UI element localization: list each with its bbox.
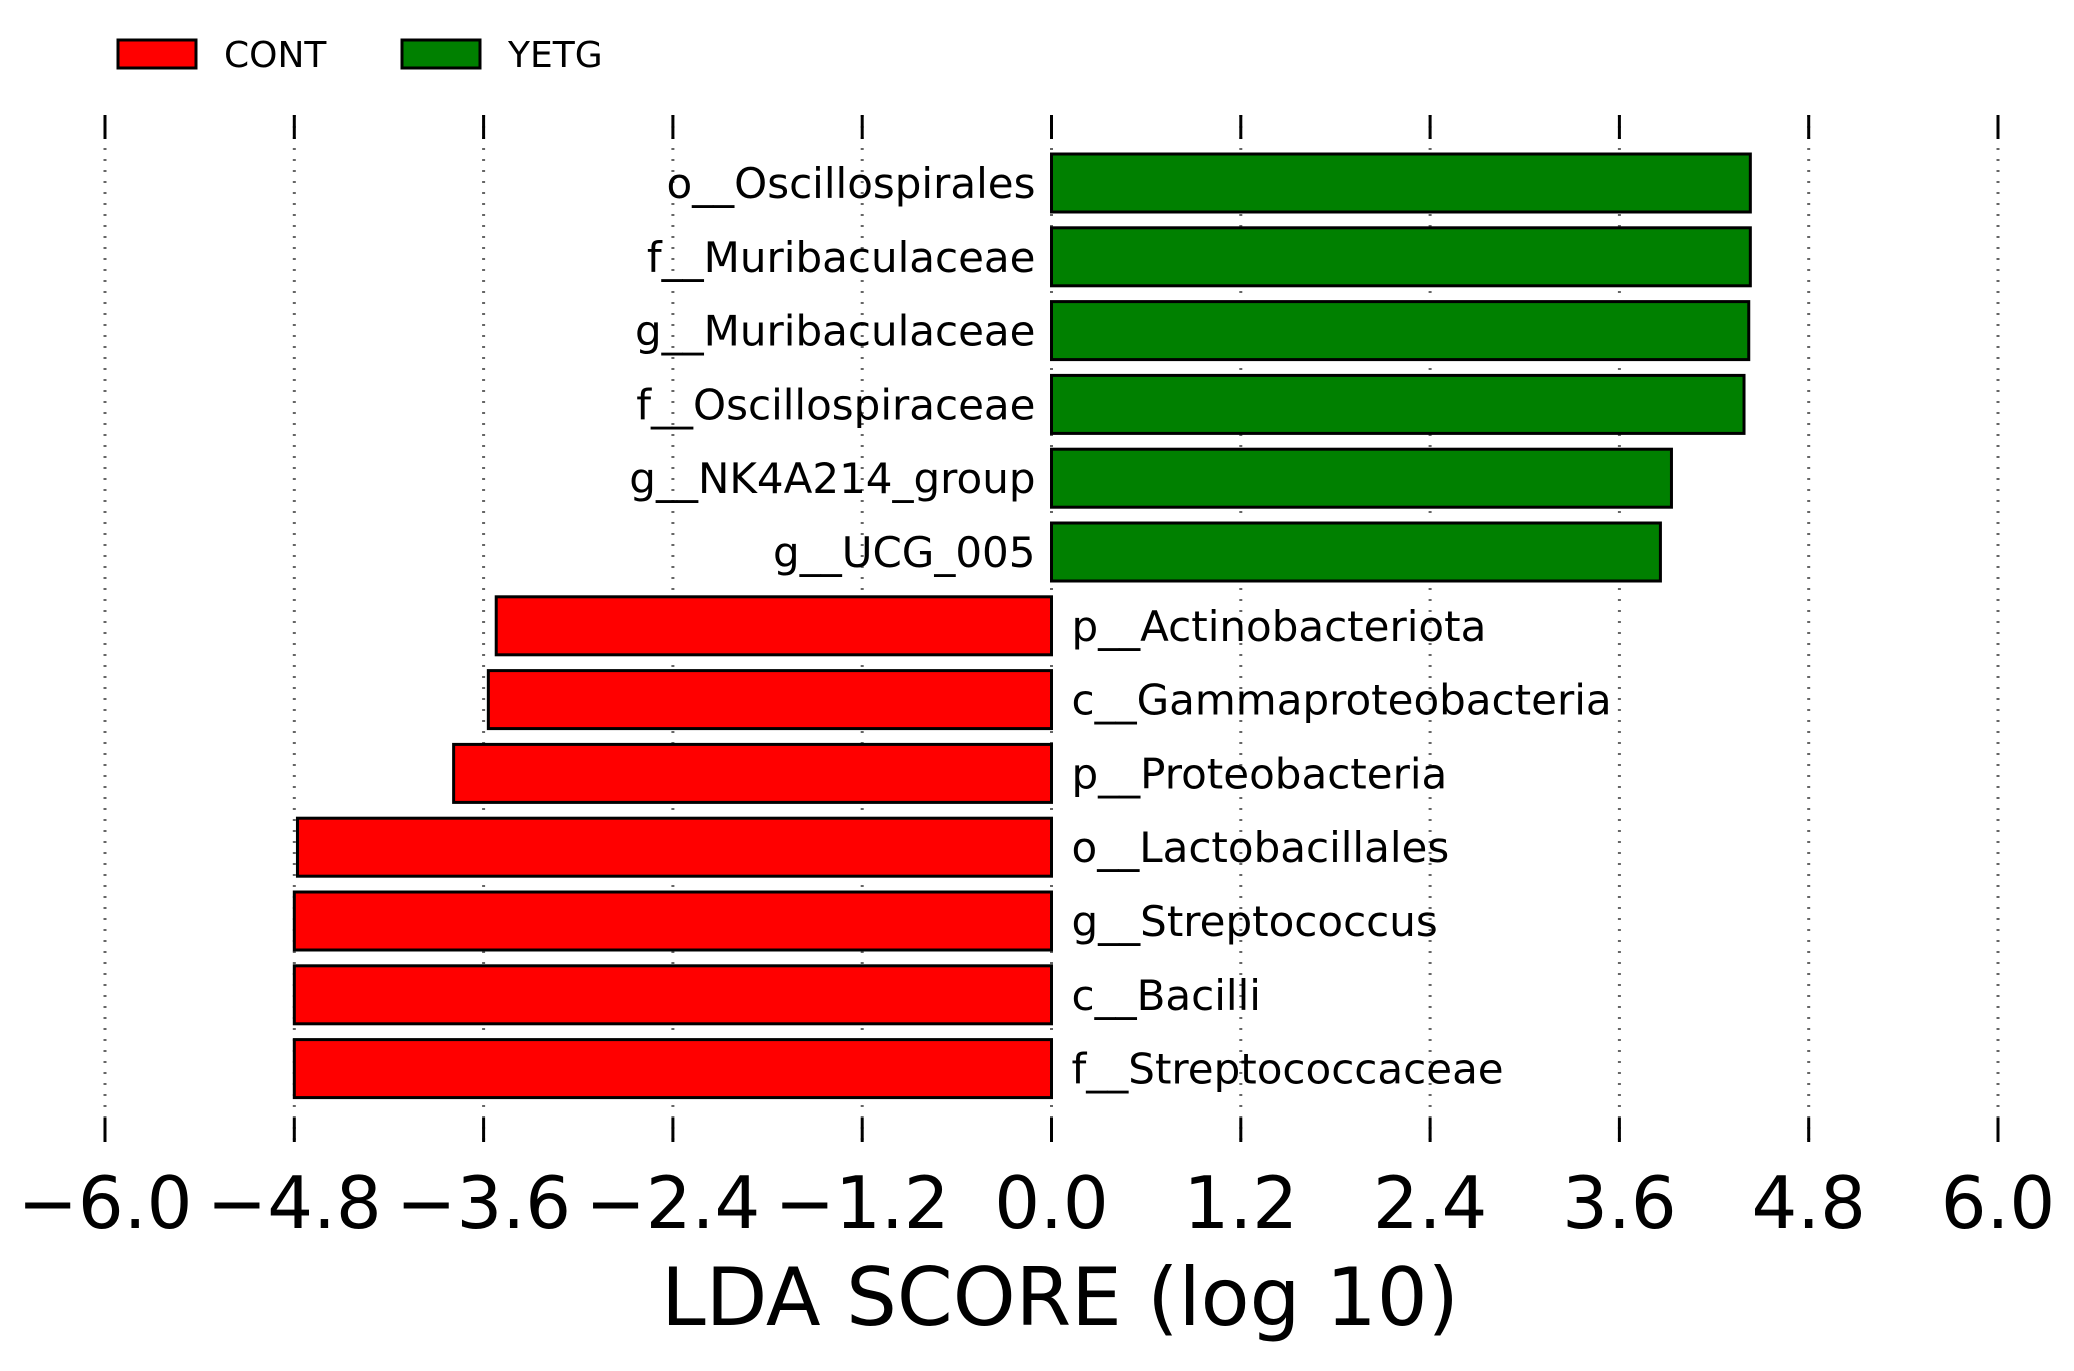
bar bbox=[452, 742, 1053, 804]
x-tick-label: −6.0 bbox=[18, 1161, 193, 1245]
x-tick-label: 6.0 bbox=[1941, 1161, 2056, 1245]
bar bbox=[295, 816, 1053, 878]
bar-label: o__Lactobacillales bbox=[1072, 823, 1450, 872]
bar-label: g__NK4A214_group bbox=[629, 454, 1035, 503]
bar bbox=[292, 890, 1053, 952]
bar-label: f__Muribaculaceae bbox=[647, 233, 1036, 282]
bar bbox=[1050, 152, 1752, 214]
bar-label: c__Bacilli bbox=[1072, 971, 1261, 1020]
bar-label: g__Muribaculaceae bbox=[635, 307, 1035, 356]
legend-swatch bbox=[116, 38, 198, 70]
x-tick-label: 2.4 bbox=[1373, 1161, 1488, 1245]
legend-swatch bbox=[400, 38, 482, 70]
bar bbox=[1050, 521, 1662, 583]
x-tick-label: 3.6 bbox=[1562, 1161, 1677, 1245]
legend-label: YETG bbox=[507, 35, 603, 76]
bars bbox=[292, 152, 1752, 1100]
bar-label: c__Gammaproteobacteria bbox=[1072, 676, 1612, 725]
bar-label: f__Streptococcaceae bbox=[1072, 1045, 1504, 1094]
bar-label: p__Actinobacteriota bbox=[1072, 602, 1487, 651]
bar bbox=[1050, 373, 1746, 435]
bar bbox=[1050, 447, 1673, 509]
legend: CONT YETG bbox=[116, 35, 603, 76]
bar-label: f__Oscillospiraceae bbox=[636, 380, 1035, 429]
bar-label: p__Proteobacteria bbox=[1072, 749, 1448, 798]
bar-label: o__Oscillospirales bbox=[666, 159, 1035, 208]
legend-label: CONT bbox=[224, 35, 327, 76]
x-tick-label: 1.2 bbox=[1184, 1161, 1299, 1245]
x-tick-label: 0.0 bbox=[994, 1161, 1109, 1245]
bar bbox=[292, 1038, 1053, 1100]
bar-label: g__Streptococcus bbox=[1072, 897, 1438, 946]
axis-ticks bbox=[103, 115, 2000, 1142]
x-tick-label: 4.8 bbox=[1751, 1161, 1866, 1245]
bar bbox=[486, 669, 1053, 731]
x-tick-labels: −6.0 −4.8 −3.6 −2.4 −1.2 0.0 1.2 2.4 3.6 4.8 6.0 bbox=[18, 1161, 2056, 1245]
bar bbox=[494, 595, 1054, 657]
bar bbox=[1050, 300, 1751, 362]
x-tick-label: −3.6 bbox=[396, 1161, 571, 1245]
bar bbox=[1050, 226, 1752, 288]
bar bbox=[292, 964, 1053, 1026]
bar-labels: o__Oscillospirales f__Muribaculaceae g__Mu… bbox=[629, 159, 1611, 1094]
x-axis-title: LDA SCORE (log 10) bbox=[661, 1251, 1459, 1344]
x-tick-label: −4.8 bbox=[207, 1161, 382, 1245]
x-tick-label: −2.4 bbox=[585, 1161, 760, 1245]
x-tick-label: −1.2 bbox=[775, 1161, 950, 1245]
bar-label: g__UCG_005 bbox=[773, 528, 1035, 577]
